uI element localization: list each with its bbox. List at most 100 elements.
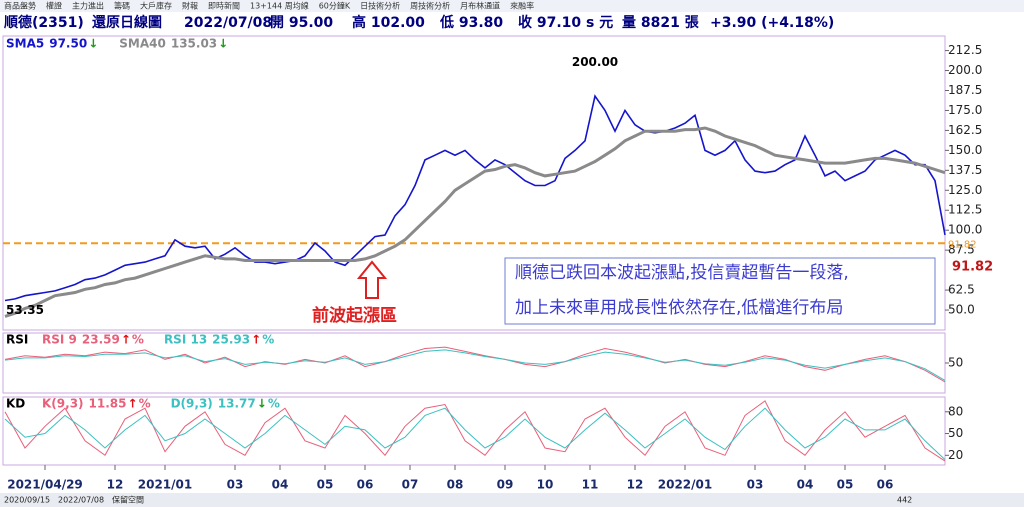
legend-unit: %: [262, 333, 274, 347]
note-box: [504, 257, 936, 325]
toolbar: [0, 493, 1024, 507]
legend-unit: %: [268, 397, 280, 411]
footer-count: 442: [897, 496, 912, 505]
y-tick-label: 112.5: [948, 203, 982, 217]
high-label: 200.00: [572, 55, 618, 69]
x-tick-label: 05: [317, 478, 334, 492]
footer-end[interactable]: 2022/07/08: [58, 496, 104, 505]
x-tick-label: 10: [537, 478, 554, 492]
note-line: 加上未來車用成長性依然存在,低檔進行布局: [515, 298, 843, 318]
y-tick-label: 125.0: [948, 183, 982, 197]
x-tick-label: 2022/01: [658, 478, 712, 492]
y-tick-label: 20: [948, 448, 963, 462]
legend-trend: ↑: [251, 333, 261, 347]
tab[interactable]: 主力進出: [72, 1, 104, 11]
tab[interactable]: 來融率: [510, 1, 534, 11]
legend-name: D(9,3): [171, 397, 213, 411]
rsi-panel: [2, 332, 946, 394]
legend-value: 13.77: [218, 397, 256, 411]
header-name: 順德(2351): [4, 14, 84, 31]
last-price-label: 91.82: [952, 260, 993, 275]
low-label: 53.35: [6, 303, 44, 317]
header-high: 高 102.00: [352, 14, 425, 31]
y-tick-label: 162.5: [948, 123, 982, 137]
series-line: [4, 126, 946, 318]
tab[interactable]: 13+144 周均線: [250, 1, 309, 11]
tab[interactable]: 財報: [182, 1, 198, 11]
legend-trend: ↑: [121, 333, 131, 347]
legend-name: K(9,3): [42, 397, 84, 411]
y-tick-label: 212.5: [948, 43, 982, 57]
x-tick-label: 2021/04/29: [7, 478, 83, 492]
x-tick-label: 2021/01: [138, 478, 192, 492]
legend-name: SMA5: [6, 37, 44, 51]
panel-title: KD: [6, 397, 25, 411]
header-low: 低 93.80: [439, 14, 503, 31]
x-tick-label: 12: [107, 478, 124, 492]
tab[interactable]: 日技術分析: [360, 1, 400, 11]
tab[interactable]: 即時新聞: [208, 1, 240, 11]
legend-value: 11.85: [89, 397, 127, 411]
legend-name: RSI 13: [164, 333, 207, 347]
legend-trend: ↓: [218, 37, 228, 51]
series-line: [4, 349, 946, 381]
tab[interactable]: 周技術分析: [410, 1, 450, 11]
header-mode: 還原日線圖: [92, 14, 162, 31]
legend-trend: ↓: [88, 37, 98, 51]
x-tick-label: 08: [447, 478, 464, 492]
y-tick-label: 137.5: [948, 163, 982, 177]
x-tick-label: 11: [582, 478, 599, 492]
x-tick-label: 06: [357, 478, 374, 492]
x-tick-label: 04: [797, 478, 814, 492]
footer-reserve: 保留空間: [112, 495, 144, 505]
y-tick-label: 50.0: [948, 303, 975, 317]
series-line: [4, 94, 946, 302]
legend-value: 135.03: [171, 37, 217, 51]
header-close: 收 97.10 s 元: [518, 14, 613, 31]
tab[interactable]: 月布林通道: [460, 1, 500, 11]
header-volume: 量 8821 張: [622, 15, 700, 31]
y-tick-label: 100.0: [948, 223, 982, 237]
zone-label: 前波起漲區: [312, 305, 397, 326]
x-tick-label: 06: [877, 478, 894, 492]
legend-value: 97.50: [49, 37, 87, 51]
x-tick-label: 07: [402, 478, 419, 492]
y-tick-label: 80: [948, 404, 963, 418]
y-tick-label: 175.0: [948, 103, 982, 117]
x-tick-label: 03: [747, 478, 764, 492]
tab[interactable]: 商品盤勢: [4, 1, 36, 11]
tab[interactable]: 籌碼: [114, 1, 130, 11]
kd-panel: [2, 396, 946, 466]
series-line: [4, 400, 946, 462]
tab-bar: [0, 0, 1024, 12]
header-open: 開 95.00: [270, 15, 333, 31]
header-date: 2022/07/08: [184, 15, 272, 31]
x-tick-label: 09: [497, 478, 514, 492]
legend-unit: %: [132, 333, 144, 347]
x-tick-label: 04: [272, 478, 289, 492]
tab[interactable]: 60分鐘K: [319, 1, 351, 11]
legend-value: 25.93: [212, 333, 250, 347]
y-tick-label: 62.5: [948, 283, 975, 297]
y-tick-label: 50: [948, 426, 963, 440]
up-arrow: [356, 260, 388, 299]
legend-name: RSI 9: [42, 333, 77, 347]
x-tick-label: 05: [837, 478, 854, 492]
y-tick-label: 200.0: [948, 63, 982, 77]
tab[interactable]: 大戶庫存: [140, 1, 172, 11]
x-tick-label: 12: [627, 478, 644, 492]
note-line: 順德已跌回本波起漲點,投信賣超暫告一段落,: [515, 263, 849, 283]
legend-unit: %: [139, 397, 151, 411]
footer-start[interactable]: 2020/09/15: [4, 496, 50, 505]
y-tick-label: 187.5: [948, 83, 982, 97]
header-change: +3.90 (+4.18%): [710, 15, 834, 31]
y-tick-label: 50: [948, 356, 963, 370]
reference-label: 91.82: [948, 239, 977, 250]
legend-trend: ↓: [257, 397, 267, 411]
panel-title: RSI: [6, 333, 28, 347]
y-tick-label: 87.5: [948, 243, 975, 257]
x-tick-label: 03: [227, 478, 244, 492]
tab[interactable]: 權證: [46, 1, 62, 11]
legend-trend: ↑: [128, 397, 138, 411]
